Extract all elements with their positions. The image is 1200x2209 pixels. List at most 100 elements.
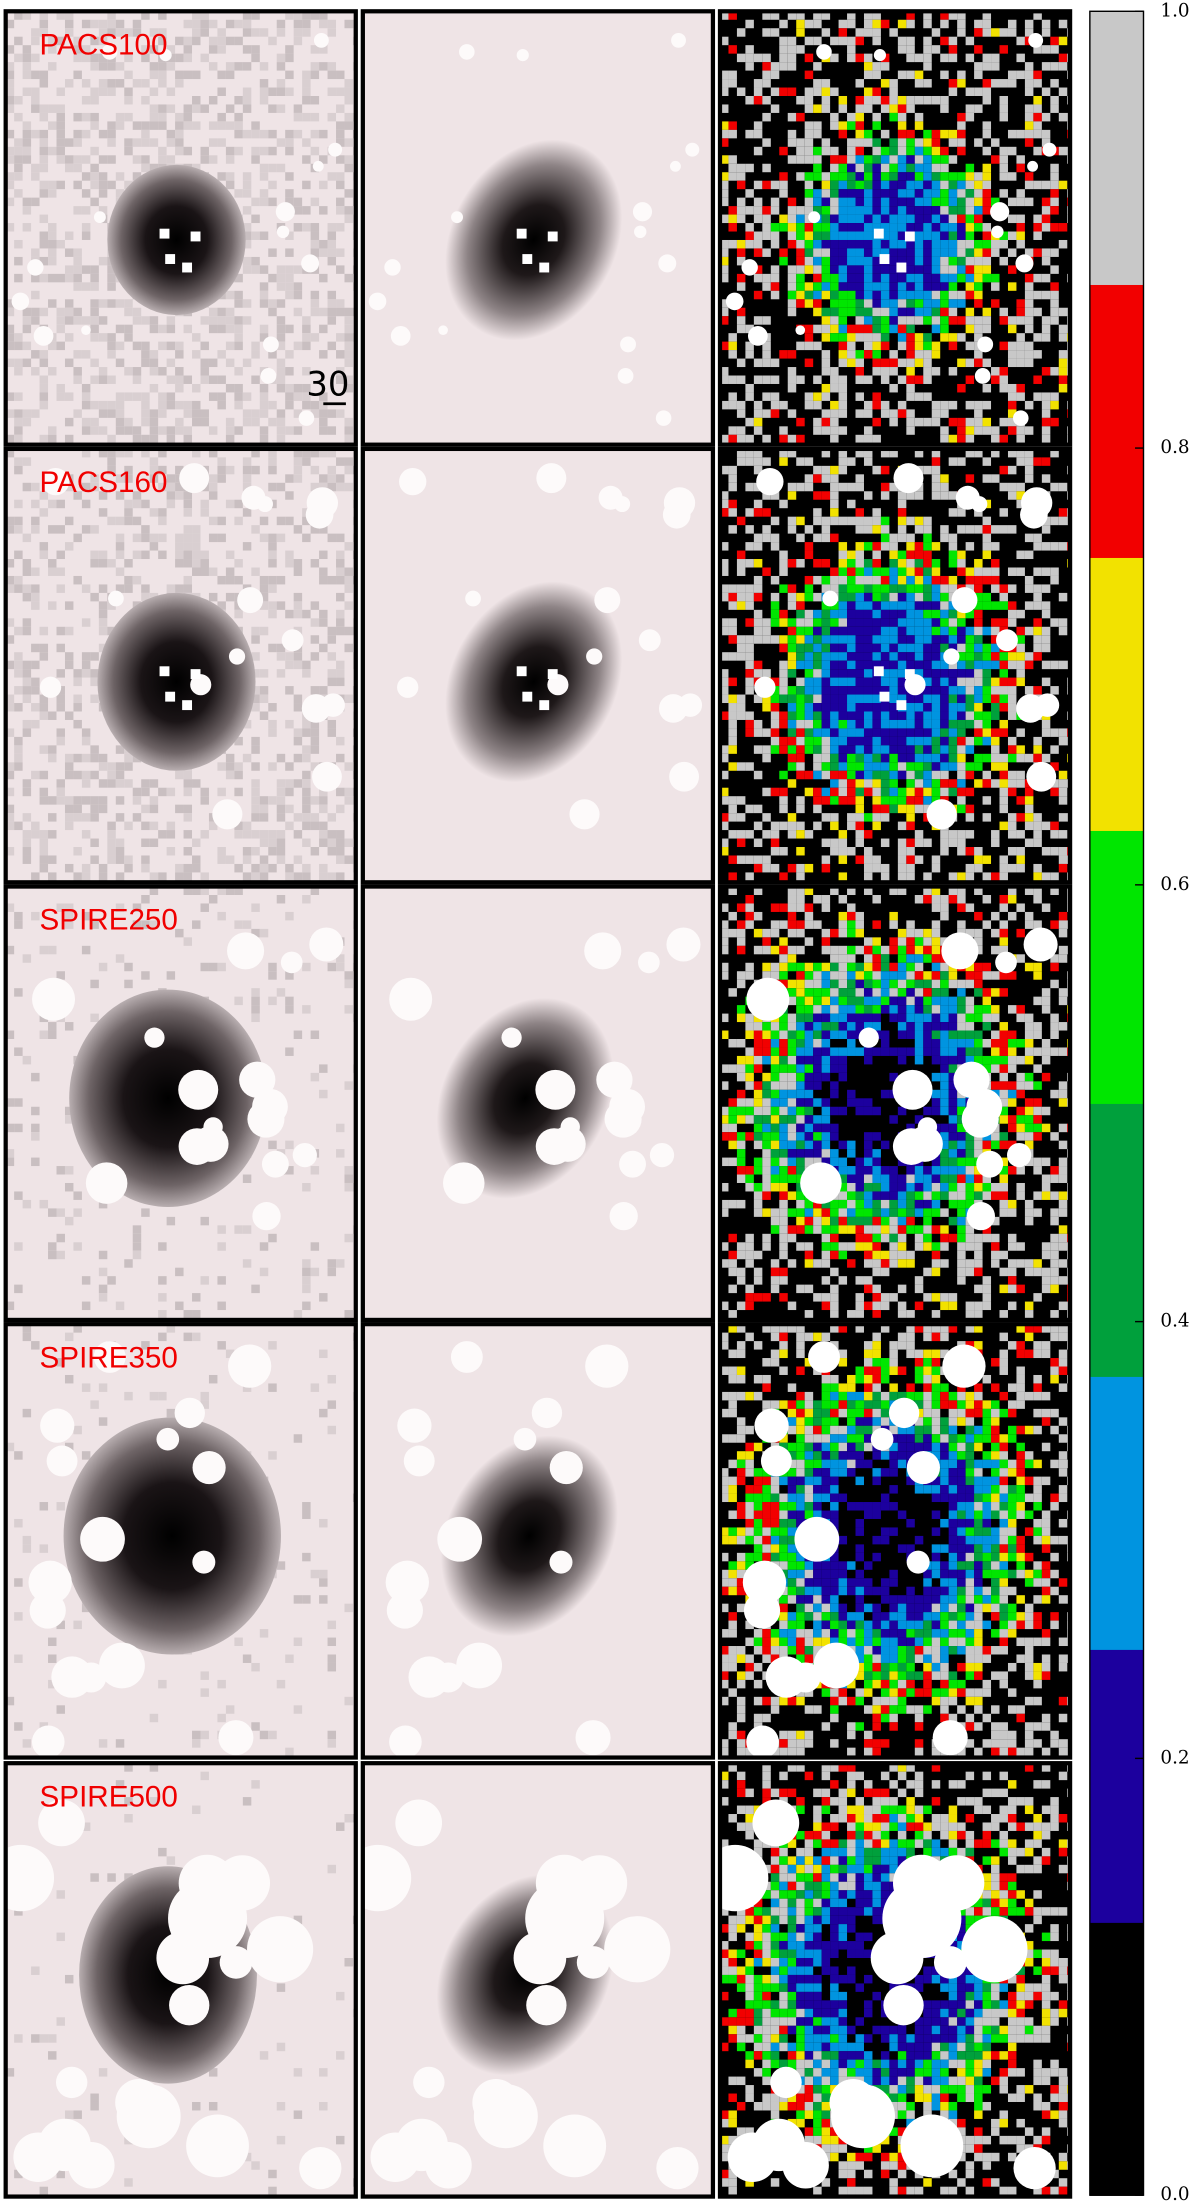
residual-pixel [770,575,780,585]
mask [516,49,529,62]
residual-pixel [872,525,881,534]
residual-pixel [847,223,856,232]
residual-pixel [923,542,932,551]
noise-pixel [259,392,269,401]
noise-pixel [22,728,32,737]
noise-pixel [175,426,184,435]
noise-pixel [208,516,218,526]
residual-pixel [1024,290,1034,300]
noise-pixel [217,911,226,921]
residual-pixel [1016,796,1025,805]
residual-pixel [847,779,856,788]
mask [1012,410,1029,426]
noise-pixel [319,482,328,492]
residual-pixel [940,189,949,198]
residual-pixel [838,189,848,198]
noise-pixel [319,830,328,839]
noise-pixel [31,830,40,839]
residual-pixel [897,686,907,695]
residual-pixel [813,163,822,173]
noise-pixel [302,19,311,29]
residual-pixel [914,559,924,568]
noise-pixel [293,703,303,712]
residual-pixel [957,686,966,695]
noise-pixel [64,307,74,317]
residual-pixel [863,686,873,695]
noise-pixel [242,11,252,20]
residual-pixel [923,53,932,63]
residual-pixel [974,239,983,249]
residual-pixel [923,550,932,560]
residual-pixel [906,95,915,105]
noise-pixel [217,1301,226,1311]
residual-pixel [830,290,839,300]
noise-pixel [124,516,133,526]
noise-pixel [124,146,133,156]
noise-pixel [5,1123,15,1133]
residual-pixel [974,333,983,342]
residual-pixel [914,239,924,249]
noise-pixel [259,400,269,410]
noise-pixel [31,525,40,534]
residual-pixel [940,11,949,20]
noise-pixel [302,324,311,334]
noise-pixel [158,79,167,88]
noise-pixel [192,163,201,173]
residual-pixel [779,400,788,410]
residual-pixel [940,618,949,627]
residual-pixel [796,635,805,644]
noise-pixel [14,550,23,560]
residual-pixel [965,341,975,351]
noise-pixel [259,830,269,839]
noise-pixel [141,121,150,130]
residual-pixel [821,223,831,232]
noise-pixel [115,409,125,418]
residual-pixel [796,660,805,670]
residual-pixel [863,104,873,113]
mask [399,467,427,496]
mask [547,669,558,680]
residual-pixel [965,736,975,746]
residual-pixel [855,694,864,704]
residual-pixel [1033,872,1042,881]
mask [539,262,550,273]
noise-pixel [115,62,125,71]
noise-pixel [302,1005,311,1014]
residual-pixel [1024,62,1034,71]
residual-pixel [1016,855,1025,864]
noise-pixel [48,367,57,376]
noise-pixel [31,643,40,653]
residual-pixel [965,609,975,619]
residual-pixel [982,516,992,526]
residual-pixel [745,324,754,334]
residual-pixel [897,307,907,317]
residual-pixel [787,601,797,610]
residual-pixel [863,626,873,636]
noise-pixel [183,533,193,543]
residual-pixel [889,324,898,334]
noise-pixel [14,392,23,401]
noise-pixel [56,307,65,317]
mask [313,32,329,48]
noise-pixel [48,248,57,257]
noise-pixel [107,87,116,96]
residual-pixel [787,719,797,729]
residual-pixel [1024,448,1034,458]
residual-pixel [957,762,966,771]
noise-pixel [242,299,252,308]
residual-pixel [1033,307,1042,317]
residual-pixel [1007,358,1017,368]
residual-pixel [982,273,992,283]
residual-pixel [753,290,763,300]
residual-pixel [872,180,881,190]
residual-pixel [838,482,848,492]
noise-pixel [98,508,108,517]
residual-pixel [991,643,1000,653]
noise-pixel [39,392,49,401]
residual-pixel [948,872,958,881]
residual-pixel [719,920,729,929]
mask [904,669,915,680]
noise-pixel [56,626,65,636]
residual-pixel [770,787,780,797]
residual-pixel [931,584,941,593]
